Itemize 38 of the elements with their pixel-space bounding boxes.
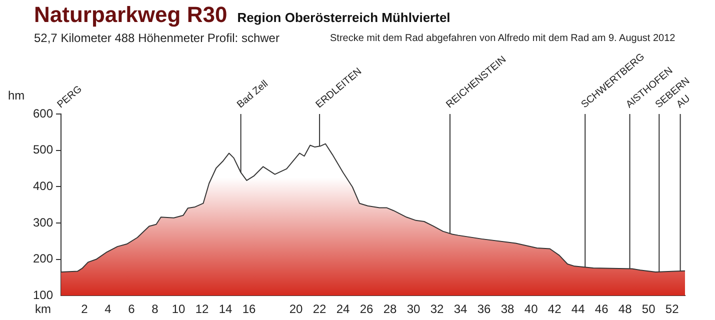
y-axis-title: hm (8, 88, 25, 102)
x-tick-label: 42 (548, 302, 562, 316)
x-tick-label: 26 (360, 302, 374, 316)
x-tick-label: 2 (81, 302, 88, 316)
x-tick-label: 28 (383, 302, 398, 316)
x-tick-label: 44 (571, 302, 586, 316)
x-tick-label: 22 (312, 302, 327, 316)
x-tick-label: 8 (152, 302, 159, 316)
x-tick-label: 36 (477, 302, 492, 316)
x-tick-label: 50 (642, 302, 656, 316)
x-tick-label: 4 (104, 302, 112, 316)
y-tick-label: 100 (32, 288, 54, 302)
x-tick-label: 38 (500, 302, 515, 316)
chart-title: Naturparkweg R30 (34, 2, 228, 27)
text: Strecke mit dem Rad abgefahren von Alfredo mit dem Rad am 9. August 2012 (330, 33, 676, 44)
x-tick-label: 46 (594, 302, 609, 316)
x-tick-label: 40 (524, 302, 538, 316)
x-tick-label: 48 (618, 302, 632, 316)
y-tick-label: 300 (32, 215, 54, 230)
x-tick-label: 12 (195, 302, 210, 316)
x-tick-label: 14 (218, 302, 233, 316)
text: 52,7 Kilometer 488 Höhenmeter Profil: schwer (34, 31, 280, 45)
y-tick-label: 400 (32, 178, 54, 193)
chart-subtitle: Region Oberösterreich Mühlviertel (237, 10, 450, 25)
x-tick-label: 16 (242, 302, 256, 316)
x-tick-label: 34 (454, 302, 468, 316)
x-tick-label: 20 (289, 302, 304, 316)
y-tick-label: 600 (32, 106, 54, 120)
x-tick-label: 32 (430, 302, 444, 316)
x-tick-label: 52 (665, 302, 680, 316)
ref-line-label: Bad Zell (235, 78, 270, 111)
y-tick-label: 500 (32, 142, 54, 157)
x-tick-label: 30 (406, 302, 421, 316)
x-tick-label: 10 (172, 302, 186, 316)
x-axis-title: km (35, 302, 52, 316)
x-tick-label: 24 (336, 302, 350, 316)
x-tick-label: 6 (128, 302, 136, 316)
y-tick-label: 200 (32, 252, 54, 266)
